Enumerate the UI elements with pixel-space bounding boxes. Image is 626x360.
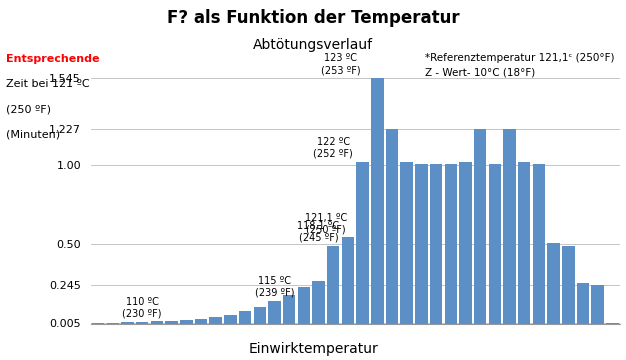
Bar xyxy=(268,301,280,324)
Text: 122 ºC
(252 ºF): 122 ºC (252 ºF) xyxy=(314,137,353,158)
Text: 115 ºC
(239 ºF): 115 ºC (239 ºF) xyxy=(255,276,294,298)
Text: *Referenztemperatur 121,1ᶜ (250°F)
Z - Wert- 10°C (18°F): *Referenztemperatur 121,1ᶜ (250°F) Z - W… xyxy=(425,53,615,77)
Bar xyxy=(474,129,486,324)
Bar xyxy=(444,164,457,324)
Bar xyxy=(195,319,207,324)
Bar xyxy=(342,237,354,324)
Bar xyxy=(121,323,134,324)
Bar xyxy=(430,164,443,324)
Text: 121,1 ºC
(250 ºF): 121,1 ºC (250 ºF) xyxy=(305,212,347,234)
Bar xyxy=(606,323,618,324)
Bar xyxy=(327,246,339,324)
Bar xyxy=(106,323,119,324)
Bar xyxy=(401,162,413,324)
Bar xyxy=(180,320,193,324)
Text: 110 ºC
(230 ºF): 110 ºC (230 ºF) xyxy=(123,297,162,319)
Bar xyxy=(283,294,295,324)
Bar xyxy=(136,322,148,324)
Bar xyxy=(92,323,105,324)
Bar xyxy=(562,246,575,324)
Bar xyxy=(239,311,251,324)
Bar xyxy=(312,281,325,324)
Bar xyxy=(356,162,369,324)
Text: Entsprechende: Entsprechende xyxy=(6,54,100,64)
Bar xyxy=(518,162,530,324)
Bar xyxy=(547,243,560,324)
Bar xyxy=(371,78,384,324)
Text: Zeit bei 121 ºC: Zeit bei 121 ºC xyxy=(6,79,90,89)
Text: (250 ºF): (250 ºF) xyxy=(6,104,51,114)
Bar xyxy=(533,164,545,324)
Bar xyxy=(254,306,266,324)
Text: Einwirktemperatur: Einwirktemperatur xyxy=(248,342,378,356)
Text: 118,1 ºC
(245 ºF): 118,1 ºC (245 ºF) xyxy=(297,221,339,243)
Bar xyxy=(151,321,163,324)
Text: 123 ºC
(253 ºF): 123 ºC (253 ºF) xyxy=(321,53,361,75)
Bar xyxy=(165,321,178,324)
Bar xyxy=(415,164,428,324)
Bar xyxy=(224,315,237,324)
Bar xyxy=(459,162,472,324)
Bar xyxy=(577,283,589,324)
Bar xyxy=(210,317,222,324)
Bar xyxy=(297,287,310,324)
Text: Abtötungsverlauf: Abtötungsverlauf xyxy=(253,38,373,52)
Bar xyxy=(503,129,516,324)
Text: F? als Funktion der Temperatur: F? als Funktion der Temperatur xyxy=(167,9,459,27)
Text: (Minuten): (Minuten) xyxy=(6,130,60,140)
Bar xyxy=(592,285,604,324)
Bar xyxy=(386,129,398,324)
Bar xyxy=(489,164,501,324)
